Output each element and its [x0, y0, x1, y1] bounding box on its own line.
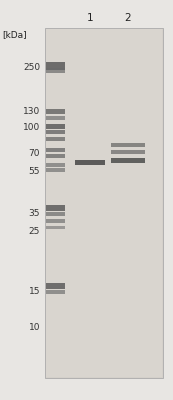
- Bar: [46, 226, 65, 229]
- Text: 10: 10: [29, 324, 40, 332]
- Bar: [46, 212, 65, 216]
- Bar: [46, 29, 162, 377]
- Bar: [46, 130, 65, 134]
- Bar: [46, 283, 65, 289]
- Bar: [46, 154, 65, 158]
- Bar: [46, 124, 65, 129]
- Text: 25: 25: [29, 226, 40, 236]
- Bar: [111, 150, 145, 154]
- Text: 70: 70: [29, 148, 40, 158]
- Bar: [46, 116, 65, 120]
- Bar: [45, 28, 163, 378]
- Bar: [46, 109, 65, 114]
- Bar: [46, 219, 65, 223]
- Bar: [46, 290, 65, 294]
- Bar: [111, 158, 145, 163]
- Text: 130: 130: [23, 108, 40, 116]
- Text: [kDa]: [kDa]: [2, 30, 27, 39]
- Bar: [46, 163, 65, 167]
- Bar: [46, 137, 65, 141]
- Bar: [46, 148, 65, 152]
- Text: 2: 2: [125, 13, 131, 23]
- Bar: [75, 160, 105, 165]
- Text: 15: 15: [29, 286, 40, 296]
- Text: 55: 55: [29, 168, 40, 176]
- Bar: [46, 205, 65, 211]
- Bar: [46, 62, 65, 70]
- Text: 1: 1: [87, 13, 93, 23]
- Text: 35: 35: [29, 208, 40, 218]
- Text: 250: 250: [23, 64, 40, 72]
- Bar: [46, 68, 65, 73]
- Text: 100: 100: [23, 124, 40, 132]
- Bar: [111, 143, 145, 147]
- Bar: [46, 168, 65, 172]
